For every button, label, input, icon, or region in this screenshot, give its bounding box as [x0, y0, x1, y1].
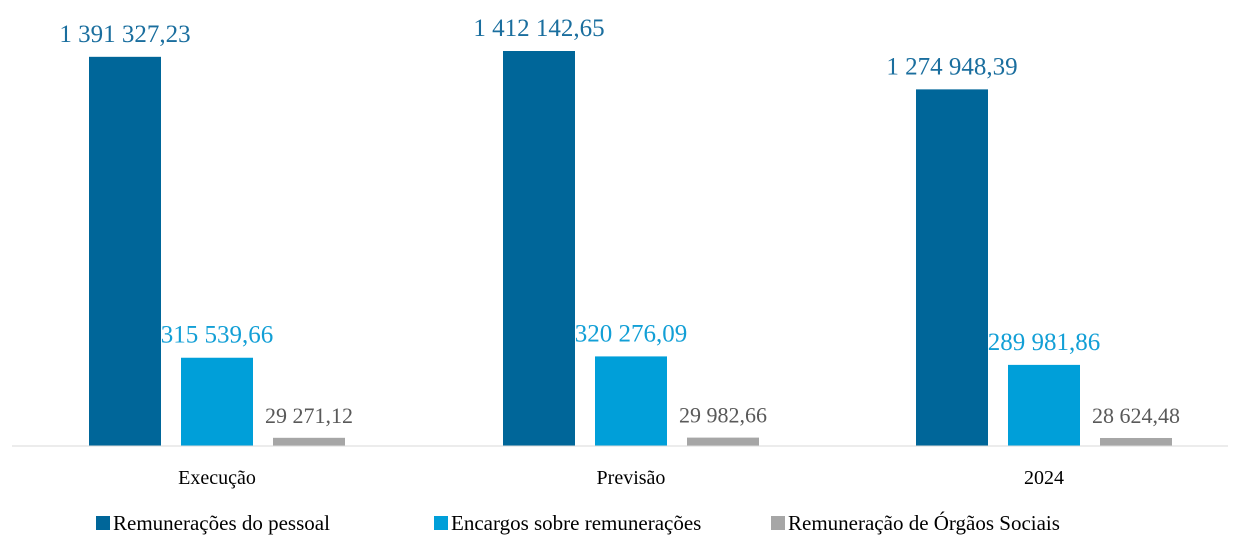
- legend-label-0: Remunerações do pessoal: [113, 511, 330, 535]
- bar-remuneracoes-do-pessoal-2: [916, 89, 988, 446]
- data-label-remuneracao-de-orgaos-sociais-0: 29 271,12: [265, 403, 353, 428]
- legend-swatch-1: [434, 516, 448, 530]
- legend-swatch-0: [96, 516, 110, 530]
- data-label-remuneracao-de-orgaos-sociais-1: 29 982,66: [679, 403, 767, 428]
- legend-label-1: Encargos sobre remunerações: [451, 511, 701, 535]
- data-label-remuneracoes-do-pessoal-2: 1 274 948,39: [886, 53, 1017, 80]
- bar-remuneracao-de-orgaos-sociais-1: [687, 437, 759, 446]
- data-label-remuneracao-de-orgaos-sociais-2: 28 624,48: [1092, 403, 1180, 428]
- legend-label-2: Remuneração de Órgãos Sociais: [788, 511, 1060, 535]
- x-tick-label-1: Previsão: [597, 467, 666, 489]
- x-tick-label-0: Execução: [178, 467, 256, 489]
- data-label-encargos-sobre-remuneracoes-2: 289 981,86: [988, 329, 1101, 356]
- bar-encargos-sobre-remuneracoes-1: [595, 356, 667, 446]
- data-label-encargos-sobre-remuneracoes-1: 320 276,09: [575, 320, 688, 347]
- data-label-encargos-sobre-remuneracoes-0: 315 539,66: [161, 322, 274, 349]
- data-label-remuneracoes-do-pessoal-0: 1 391 327,23: [59, 21, 190, 48]
- bar-remuneracoes-do-pessoal-0: [89, 56, 161, 447]
- legend: Remunerações do pessoal Encargos sobre re…: [96, 511, 1060, 535]
- x-axis-ticks: Execução Previsão 2024: [178, 467, 1064, 489]
- bar-remuneracao-de-orgaos-sociais-2: [1100, 437, 1172, 446]
- bar-remuneracao-de-orgaos-sociais-0: [273, 437, 345, 446]
- bar-encargos-sobre-remuneracoes-0: [181, 357, 253, 446]
- bar-remuneracoes-do-pessoal-1: [503, 51, 575, 446]
- data-label-remuneracoes-do-pessoal-1: 1 412 142,65: [473, 15, 604, 42]
- plot-area: 1 391 327,23 315 539,66 29 271,12 1 412 142…: [59, 15, 1180, 447]
- bar-encargos-sobre-remuneracoes-2: [1008, 364, 1080, 446]
- legend-swatch-2: [771, 516, 785, 530]
- x-tick-label-2: 2024: [1024, 467, 1064, 489]
